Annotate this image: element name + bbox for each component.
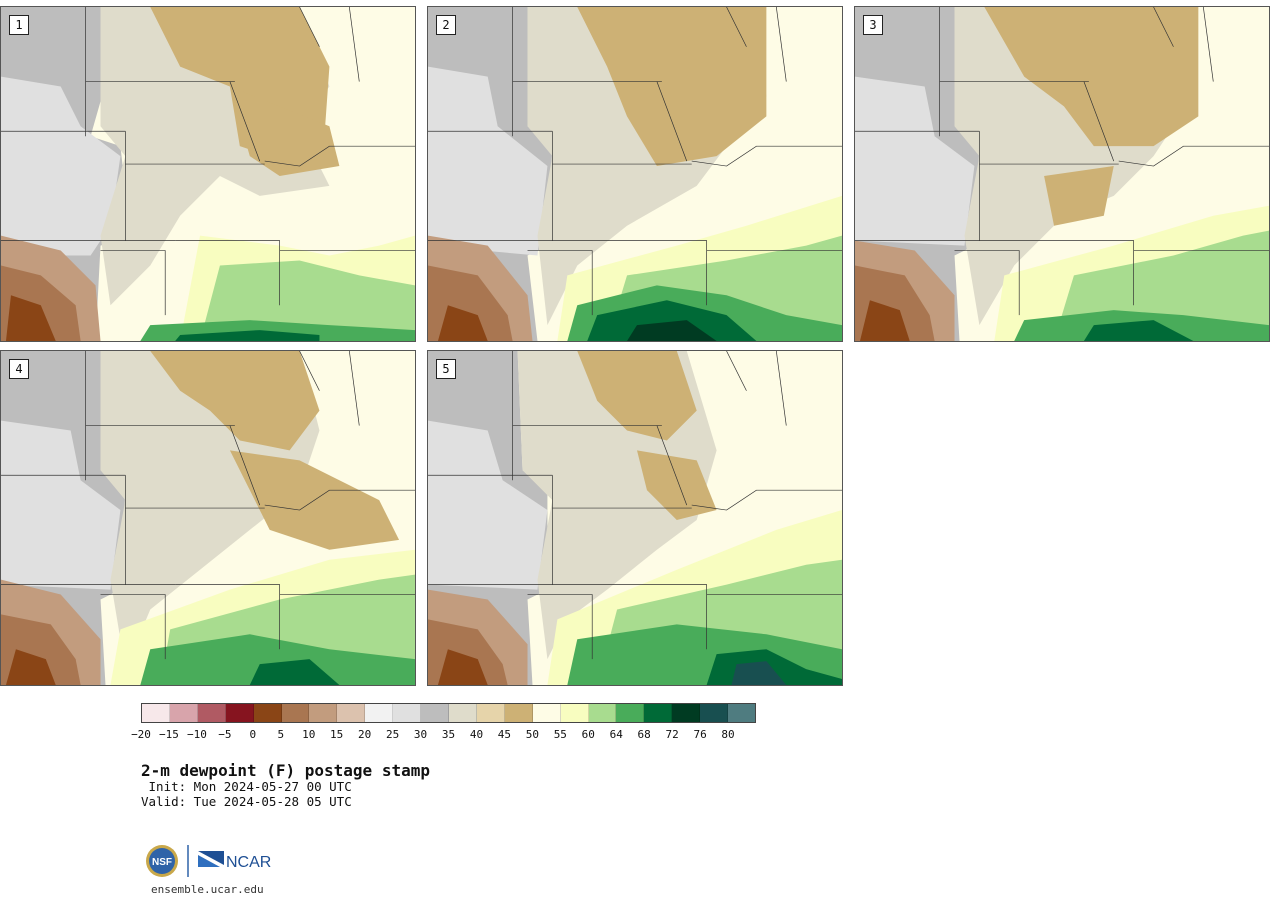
colorbar-cell bbox=[700, 704, 729, 722]
colorbar-cell bbox=[393, 704, 422, 722]
init-time: Init: Mon 2024-05-27 00 UTC bbox=[141, 779, 352, 794]
colorbar-tick-label: 60 bbox=[581, 728, 595, 741]
colorbar-tick-label: 72 bbox=[665, 728, 679, 741]
dewpoint-map bbox=[855, 7, 1269, 341]
colorbar-cell bbox=[169, 704, 198, 722]
colorbar-tick-label: 20 bbox=[358, 728, 372, 741]
colorbar-tick-label: 10 bbox=[302, 728, 316, 741]
valid-time: Valid: Tue 2024-05-28 05 UTC bbox=[141, 794, 352, 809]
colorbar-tick-label: 30 bbox=[413, 728, 428, 741]
panel-number: 5 bbox=[436, 359, 456, 379]
colorbar-cell bbox=[560, 704, 589, 722]
colorbar-cell bbox=[728, 704, 755, 722]
colorbar-tick-label: 45 bbox=[497, 728, 512, 741]
colorbar-cell bbox=[588, 704, 617, 722]
colorbar-cell bbox=[142, 704, 170, 722]
colorbar-cell bbox=[448, 704, 477, 722]
colorbar-tick-label: 25 bbox=[385, 728, 400, 741]
colorbar-tick-label: 80 bbox=[721, 728, 735, 741]
panel-number: 1 bbox=[9, 15, 29, 35]
colorbar-tick-label: −20 bbox=[131, 728, 151, 741]
map-panel-1: 1 bbox=[0, 6, 416, 342]
colorbar-tick-label: 40 bbox=[469, 728, 484, 741]
colorbar-tick-label: 50 bbox=[525, 728, 539, 741]
dewpoint-map bbox=[428, 7, 842, 341]
colorbar-tick-label: 68 bbox=[637, 728, 651, 741]
dewpoint-map bbox=[428, 351, 842, 685]
colorbar bbox=[141, 703, 756, 723]
panel-number: 3 bbox=[863, 15, 883, 35]
nsf-text: NSF bbox=[152, 857, 172, 868]
page-title: 2-m dewpoint (F) postage stamp bbox=[141, 761, 430, 780]
logos: NSF NCAR bbox=[144, 843, 284, 883]
colorbar-tick-label: −5 bbox=[218, 728, 232, 741]
dewpoint-map bbox=[1, 351, 415, 685]
map-panel-2: 2 bbox=[427, 6, 843, 342]
colorbar-tick-label: 0 bbox=[249, 728, 257, 741]
panel-number: 4 bbox=[9, 359, 29, 379]
colorbar-tick-label: 35 bbox=[441, 728, 456, 741]
colorbar-ticks: −20 −15 −10 −5 0 5 10 15 20 25 30 35 40 45 50 55 60 64 68 7… bbox=[131, 728, 756, 742]
colorbar-cell bbox=[225, 704, 254, 722]
colorbar-tick-label: 76 bbox=[693, 728, 707, 741]
colorbar-cell bbox=[309, 704, 338, 722]
colorbar-tick-label: 55 bbox=[553, 728, 567, 741]
colorbar-tick-label: 5 bbox=[277, 728, 285, 741]
colorbar-cell bbox=[337, 704, 366, 722]
colorbar-cell bbox=[421, 704, 449, 722]
colorbar-tick-label: 64 bbox=[609, 728, 623, 741]
colorbar-cell bbox=[197, 704, 226, 722]
map-panel-4: 4 bbox=[0, 350, 416, 686]
map-panel-3: 3 bbox=[854, 6, 1270, 342]
colorbar-cell bbox=[281, 704, 310, 722]
colorbar-cell bbox=[616, 704, 645, 722]
colorbar-cell bbox=[365, 704, 394, 722]
dewpoint-map bbox=[1, 7, 415, 341]
nsf-ncar-logo: NSF NCAR bbox=[146, 845, 271, 877]
colorbar-cell bbox=[532, 704, 561, 722]
colorbar-tick-label: −10 bbox=[186, 728, 207, 741]
colorbar-cell bbox=[672, 704, 701, 722]
colorbar-cell bbox=[644, 704, 673, 722]
site-url: ensemble.ucar.edu bbox=[151, 883, 264, 896]
panel-number: 2 bbox=[436, 15, 456, 35]
map-panel-5: 5 bbox=[427, 350, 843, 686]
colorbar-tick-label: 15 bbox=[330, 728, 344, 741]
colorbar-tick-label: −15 bbox=[159, 728, 179, 741]
ncar-text: NCAR bbox=[226, 854, 271, 871]
colorbar-cell bbox=[476, 704, 505, 722]
colorbar-cell bbox=[253, 704, 282, 722]
colorbar-cell bbox=[504, 704, 533, 722]
